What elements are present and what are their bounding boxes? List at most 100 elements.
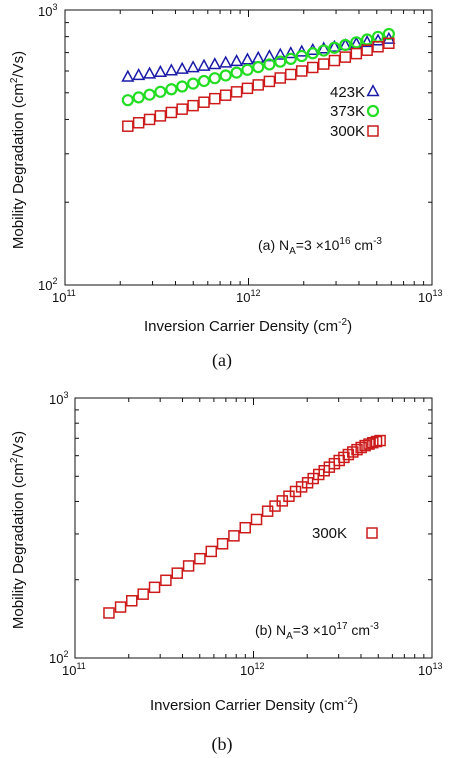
- data-point-423k: [240, 52, 255, 65]
- data-point-423k: [153, 64, 167, 78]
- data-point-300k: [194, 552, 206, 565]
- data-points: [121, 27, 396, 132]
- data-point-373k: [165, 83, 178, 96]
- caption-b: (b): [212, 734, 233, 755]
- data-point-373k: [350, 36, 363, 49]
- data-point-300k: [154, 110, 167, 122]
- data-point-300k: [317, 58, 330, 70]
- data-point-423k: [219, 55, 233, 68]
- data-point-300k: [230, 86, 243, 98]
- data-point-423k: [317, 41, 331, 54]
- data-point-300k: [205, 545, 218, 558]
- data-point-300k: [307, 61, 319, 74]
- data-point-300k: [103, 607, 115, 619]
- data-point-373k: [208, 72, 221, 85]
- y-axis-title: Mobility Degradation (cm2/Vs): [9, 51, 27, 249]
- data-point-423k: [360, 34, 374, 48]
- data-point-300k: [359, 439, 371, 452]
- data-point-300k: [216, 538, 229, 550]
- data-point-373k: [295, 49, 308, 63]
- data-point-373k: [252, 60, 265, 74]
- data-point-300k: [171, 567, 184, 579]
- data-point-423k: [284, 46, 298, 59]
- data-point-423k: [273, 47, 287, 60]
- x-axis-title: Inversion Carrier Density (cm-2): [144, 317, 352, 335]
- data-point-423k: [197, 58, 211, 71]
- legend-marker-300k: [366, 527, 378, 539]
- data-point-373k: [219, 69, 232, 82]
- data-point-373k: [339, 38, 352, 52]
- data-point-300k: [176, 103, 188, 115]
- data-point-300k: [350, 47, 363, 60]
- data-point-423k: [175, 61, 189, 74]
- data-point-300k: [372, 41, 384, 53]
- data-point-300k: [148, 581, 161, 594]
- legend-label-423k: 423K: [330, 84, 365, 101]
- y-tick-label: 102: [38, 276, 57, 293]
- data-point-300k: [126, 595, 138, 607]
- data-point-300k: [239, 521, 251, 534]
- data-point-373k: [371, 30, 385, 43]
- x-tick-label: 1013: [418, 661, 442, 678]
- chart-panel-a: 103 102 1011 1012 1013 Inversion Carrier…: [9, 2, 442, 335]
- x-tick-label: 1011: [52, 288, 76, 305]
- legend-marker-300k: [367, 125, 379, 137]
- data-point-300k: [363, 438, 375, 450]
- data-point-373k: [317, 44, 330, 57]
- data-point-423k: [132, 67, 146, 81]
- data-point-300k: [137, 588, 149, 600]
- data-point-373k: [230, 66, 243, 79]
- caption-a: (a): [212, 350, 232, 371]
- legend-markers: [366, 84, 380, 137]
- chart-panel-b: 103 102 1011 1012 1013 Inversion Carrier…: [9, 390, 442, 714]
- data-point-300k: [187, 99, 199, 112]
- legend-marker-373k: [366, 104, 380, 118]
- legend-markers: [366, 527, 378, 539]
- legend-label-300k: 300K: [312, 525, 347, 542]
- data-points: [103, 434, 386, 619]
- x-tick-label: 1012: [240, 661, 264, 678]
- data-point-300k: [383, 37, 395, 49]
- data-point-300k: [160, 574, 172, 587]
- axis-ticks: [64, 9, 432, 286]
- data-point-300k: [339, 51, 352, 63]
- data-point-300k: [274, 72, 287, 84]
- x-tick-label: 1013: [418, 288, 442, 305]
- data-point-300k: [367, 436, 379, 449]
- data-point-300k: [285, 68, 297, 81]
- y-axis-title: Mobility Degradation (cm2/Vs): [9, 431, 27, 629]
- data-point-423k: [371, 33, 385, 46]
- data-point-300k: [361, 44, 373, 56]
- data-point-300k: [263, 75, 276, 88]
- data-point-373k: [143, 88, 156, 101]
- data-point-300k: [250, 513, 263, 526]
- data-point-373k: [176, 80, 189, 93]
- legend: 300K: [312, 525, 378, 542]
- data-point-423k: [262, 49, 276, 62]
- data-point-423k: [186, 60, 200, 73]
- legend-marker-423k: [366, 84, 380, 97]
- data-point-300k: [182, 560, 195, 572]
- data-point-300k: [328, 54, 341, 67]
- data-point-423k: [143, 66, 157, 79]
- legend-label-300k: 300K: [330, 123, 365, 140]
- data-point-300k: [370, 435, 383, 448]
- data-point-423k: [327, 39, 341, 52]
- data-point-373k: [284, 52, 297, 66]
- doping-annotation: (b) NA=3 ×1017 cm-3: [255, 621, 379, 642]
- data-point-373k: [328, 41, 341, 54]
- data-point-300k: [295, 481, 308, 493]
- y-tick-label: 102: [49, 649, 68, 666]
- data-point-373k: [187, 77, 200, 90]
- x-tick-label: 1011: [62, 661, 86, 678]
- data-point-423k: [251, 50, 265, 63]
- legend: 423K 373K 300K: [330, 84, 380, 140]
- data-point-423k: [164, 63, 178, 76]
- data-point-300k: [374, 434, 386, 447]
- data-point-423k: [208, 57, 222, 70]
- x-tick-label: 1012: [236, 288, 260, 305]
- y-tick-label: 103: [49, 390, 68, 407]
- data-point-300k: [219, 89, 232, 101]
- data-point-373k: [306, 47, 319, 60]
